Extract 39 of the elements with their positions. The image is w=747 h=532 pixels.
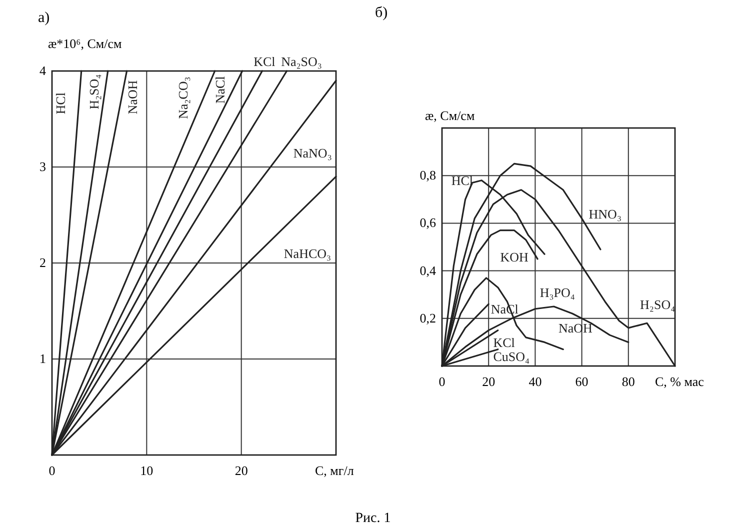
- series-label: KCl: [254, 54, 276, 70]
- series-label: HCl: [451, 173, 474, 188]
- series-label: KCl: [493, 334, 516, 350]
- chart-title: б): [375, 5, 388, 21]
- text: Na₂CO₃: [175, 76, 190, 119]
- x-axis-title: С, % мас: [655, 374, 704, 389]
- x-tick-label: 0: [438, 374, 446, 389]
- text: NaCl: [212, 76, 228, 104]
- y-axis-title: æ*10⁶, См/см: [48, 36, 122, 51]
- chart-title: а): [38, 10, 50, 26]
- text: Рис. 1: [355, 511, 391, 526]
- x-tick-label: 80: [622, 374, 635, 389]
- series-label: H₂SO₄: [640, 296, 676, 312]
- series-label: Na₂SO₃: [281, 54, 322, 70]
- y-tick-label: 3: [40, 159, 46, 174]
- y-tick-label: 2: [40, 255, 46, 270]
- series-label: NaHCO₃: [284, 246, 332, 262]
- x-tick-label: 20: [482, 374, 496, 389]
- series-label: CuSO₄: [493, 349, 530, 364]
- series-label: KOH: [500, 249, 528, 264]
- y-tick-label: 1: [40, 351, 46, 366]
- series-label: H₃PO₄: [540, 284, 576, 300]
- y-tick-label: 0,6: [420, 215, 436, 230]
- x-tick-label: 60: [575, 374, 588, 389]
- x-tick-label: 40: [528, 374, 542, 389]
- y-tick-label: 0,8: [420, 168, 436, 183]
- text: H₂SO₄: [86, 74, 102, 110]
- text: HCl: [53, 92, 68, 114]
- x-tick-label: 10: [140, 463, 154, 478]
- series-label: NaNO₃: [293, 145, 332, 160]
- y-tick-label: 0,4: [420, 262, 436, 278]
- y-tick-label: 0,2: [420, 310, 436, 326]
- series-label: HNO₃: [588, 206, 622, 222]
- text: NaOH: [125, 80, 140, 114]
- x-tick-label: 0: [48, 463, 56, 478]
- x-tick-label: 20: [234, 463, 248, 478]
- x-axis-title: С, мг/л: [315, 463, 354, 478]
- y-axis-title: æ, См/см: [425, 108, 475, 123]
- y-tick-label: 4: [40, 63, 46, 78]
